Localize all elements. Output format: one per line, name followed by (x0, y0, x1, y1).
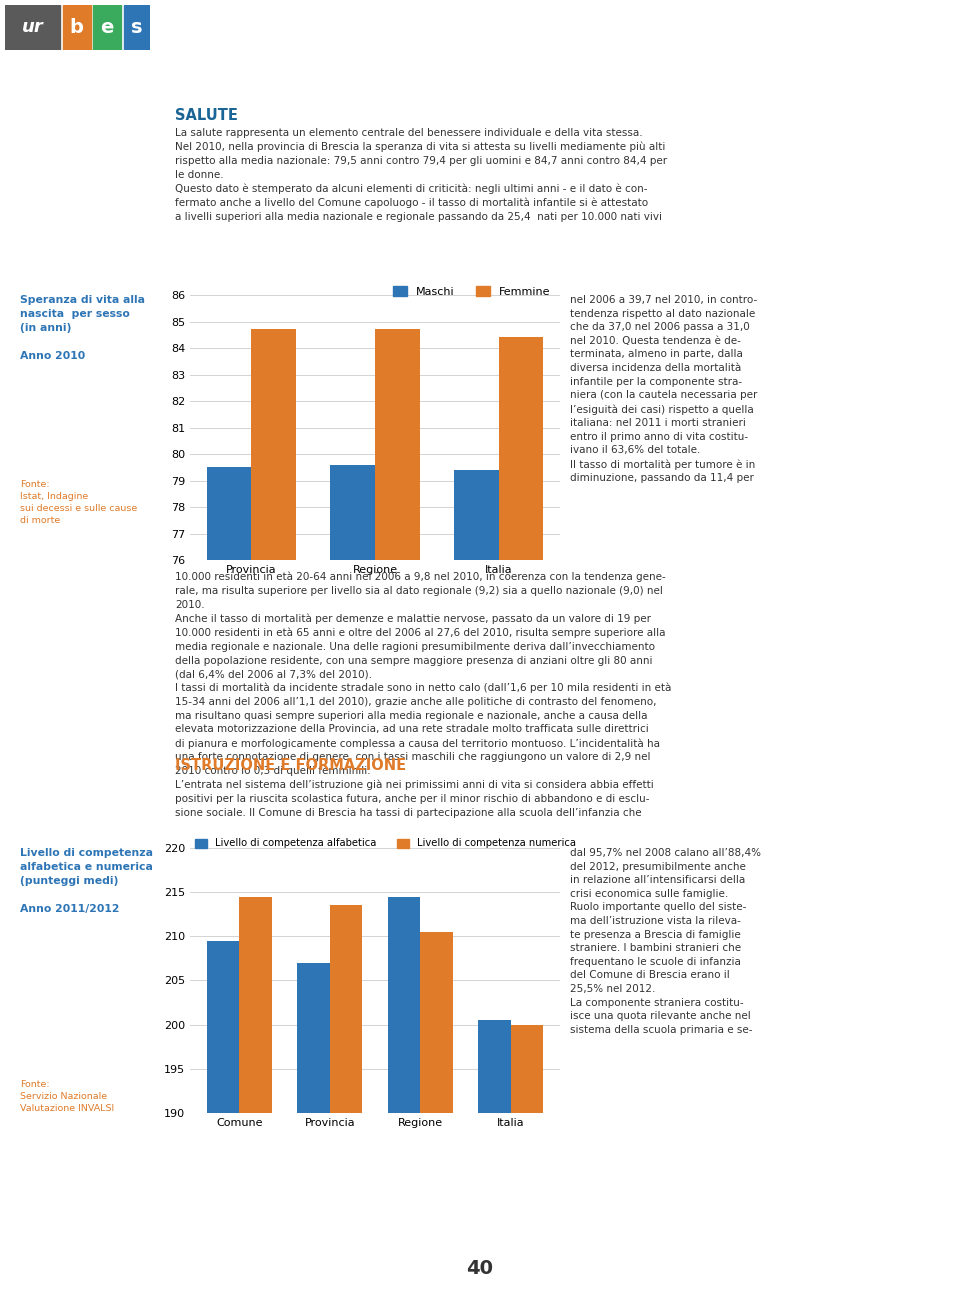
Text: b: b (70, 18, 84, 37)
Text: ISTRUZIONE E FORMAZIONE: ISTRUZIONE E FORMAZIONE (175, 759, 406, 773)
Bar (63, 5, 90, 50)
Text: Speranza di vita alla
nascita  per sesso
(in anni)

Anno 2010: Speranza di vita alla nascita per sesso … (20, 295, 145, 362)
Bar (93, 5, 121, 50)
Text: 40: 40 (467, 1258, 493, 1277)
Bar (239, 897, 272, 1315)
Text: nel 2006 a 39,7 nel 2010, in contro-
tendenza rispetto al dato nazionale
che da : nel 2006 a 39,7 nel 2010, in contro- ten… (570, 295, 757, 483)
Text: s: s (132, 18, 143, 37)
Bar (420, 932, 453, 1315)
Bar (206, 940, 239, 1315)
Text: Fonte:
Istat, Indagine
sui decessi e sulle cause
di morte: Fonte: Istat, Indagine sui decessi e sul… (20, 480, 137, 526)
Bar (511, 1024, 543, 1315)
Bar (124, 5, 150, 50)
Text: dal 95,7% nel 2008 calano all’88,4%
del 2012, presumibilmente anche
in relazione: dal 95,7% nel 2008 calano all’88,4% del … (570, 848, 761, 1035)
Bar (478, 1020, 511, 1315)
Legend: Maschi, Femmine: Maschi, Femmine (389, 281, 555, 301)
Text: L’entrata nel sistema dell’istruzione già nei primissimi anni di vita si conside: L’entrata nel sistema dell’istruzione gi… (175, 780, 654, 818)
Text: Fonte:
Servizio Nazionale
Valutazione INVALSI: Fonte: Servizio Nazionale Valutazione IN… (20, 1080, 114, 1114)
Text: ur: ur (22, 18, 43, 37)
Text: 10.000 residenti in età 20-64 anni nel 2006 a 9,8 nel 2010, in coerenza con la t: 10.000 residenti in età 20-64 anni nel 2… (175, 572, 671, 776)
Bar (454, 469, 498, 1315)
Bar (5, 5, 60, 50)
Legend: Livello di competenza alfabetica, Livello di competenza numerica: Livello di competenza alfabetica, Livell… (191, 835, 580, 852)
Bar (375, 330, 420, 1315)
Bar (388, 897, 420, 1315)
Text: Livello di competenza
alfabetica e numerica
(punteggi medi)

Anno 2011/2012: Livello di competenza alfabetica e numer… (20, 848, 153, 914)
Bar (298, 963, 330, 1315)
Bar (330, 464, 375, 1315)
Bar (252, 330, 296, 1315)
Bar (498, 338, 543, 1315)
Text: e: e (101, 18, 114, 37)
Text: Brescia: Brescia (798, 11, 936, 43)
Bar (206, 467, 252, 1315)
Bar (330, 906, 362, 1315)
Text: La salute rappresenta un elemento centrale del benessere individuale e della vit: La salute rappresenta un elemento centra… (175, 128, 667, 222)
Text: SALUTE: SALUTE (175, 108, 238, 122)
